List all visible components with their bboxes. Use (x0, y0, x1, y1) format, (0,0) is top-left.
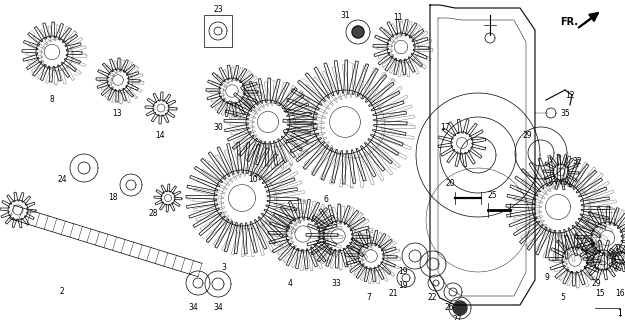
Polygon shape (453, 301, 467, 315)
Text: 17: 17 (440, 123, 450, 132)
Bar (204, 15, 232, 47)
Polygon shape (578, 13, 598, 28)
Text: 21: 21 (388, 289, 398, 298)
Text: 32: 32 (572, 156, 582, 165)
Text: 11: 11 (393, 13, 402, 22)
Text: 8: 8 (49, 95, 54, 105)
Text: 33: 33 (331, 278, 341, 287)
Text: 26: 26 (444, 303, 454, 313)
Text: 30: 30 (213, 124, 223, 132)
Text: 2: 2 (59, 286, 64, 295)
Text: 23: 23 (213, 5, 223, 14)
Text: 6: 6 (324, 196, 329, 204)
Text: 24: 24 (58, 175, 67, 185)
Text: 27: 27 (452, 316, 462, 320)
Text: 19: 19 (398, 282, 408, 291)
Text: 34: 34 (213, 303, 223, 313)
Text: 31: 31 (340, 12, 350, 20)
Text: 13: 13 (112, 109, 122, 118)
Text: 16: 16 (615, 290, 625, 299)
Text: 35: 35 (560, 108, 570, 117)
Text: 18: 18 (108, 194, 118, 203)
Text: 12: 12 (565, 91, 575, 100)
Text: 10: 10 (248, 174, 258, 183)
Text: 7: 7 (366, 293, 371, 302)
Text: 5: 5 (561, 293, 566, 302)
Text: 20: 20 (445, 180, 455, 188)
Text: 25: 25 (488, 191, 497, 201)
Text: 28: 28 (148, 210, 158, 219)
Text: 19: 19 (398, 268, 408, 276)
Text: 15: 15 (595, 290, 605, 299)
Text: 3: 3 (222, 263, 226, 273)
Text: FR.: FR. (560, 17, 578, 27)
Text: 34: 34 (188, 303, 198, 313)
Text: 14: 14 (155, 131, 165, 140)
Text: 9: 9 (544, 273, 549, 282)
Text: 1: 1 (618, 308, 622, 317)
Text: 29: 29 (591, 279, 601, 289)
Text: 22: 22 (428, 293, 437, 302)
Text: 29: 29 (522, 132, 532, 140)
Text: 4: 4 (288, 278, 292, 287)
Polygon shape (352, 26, 364, 38)
